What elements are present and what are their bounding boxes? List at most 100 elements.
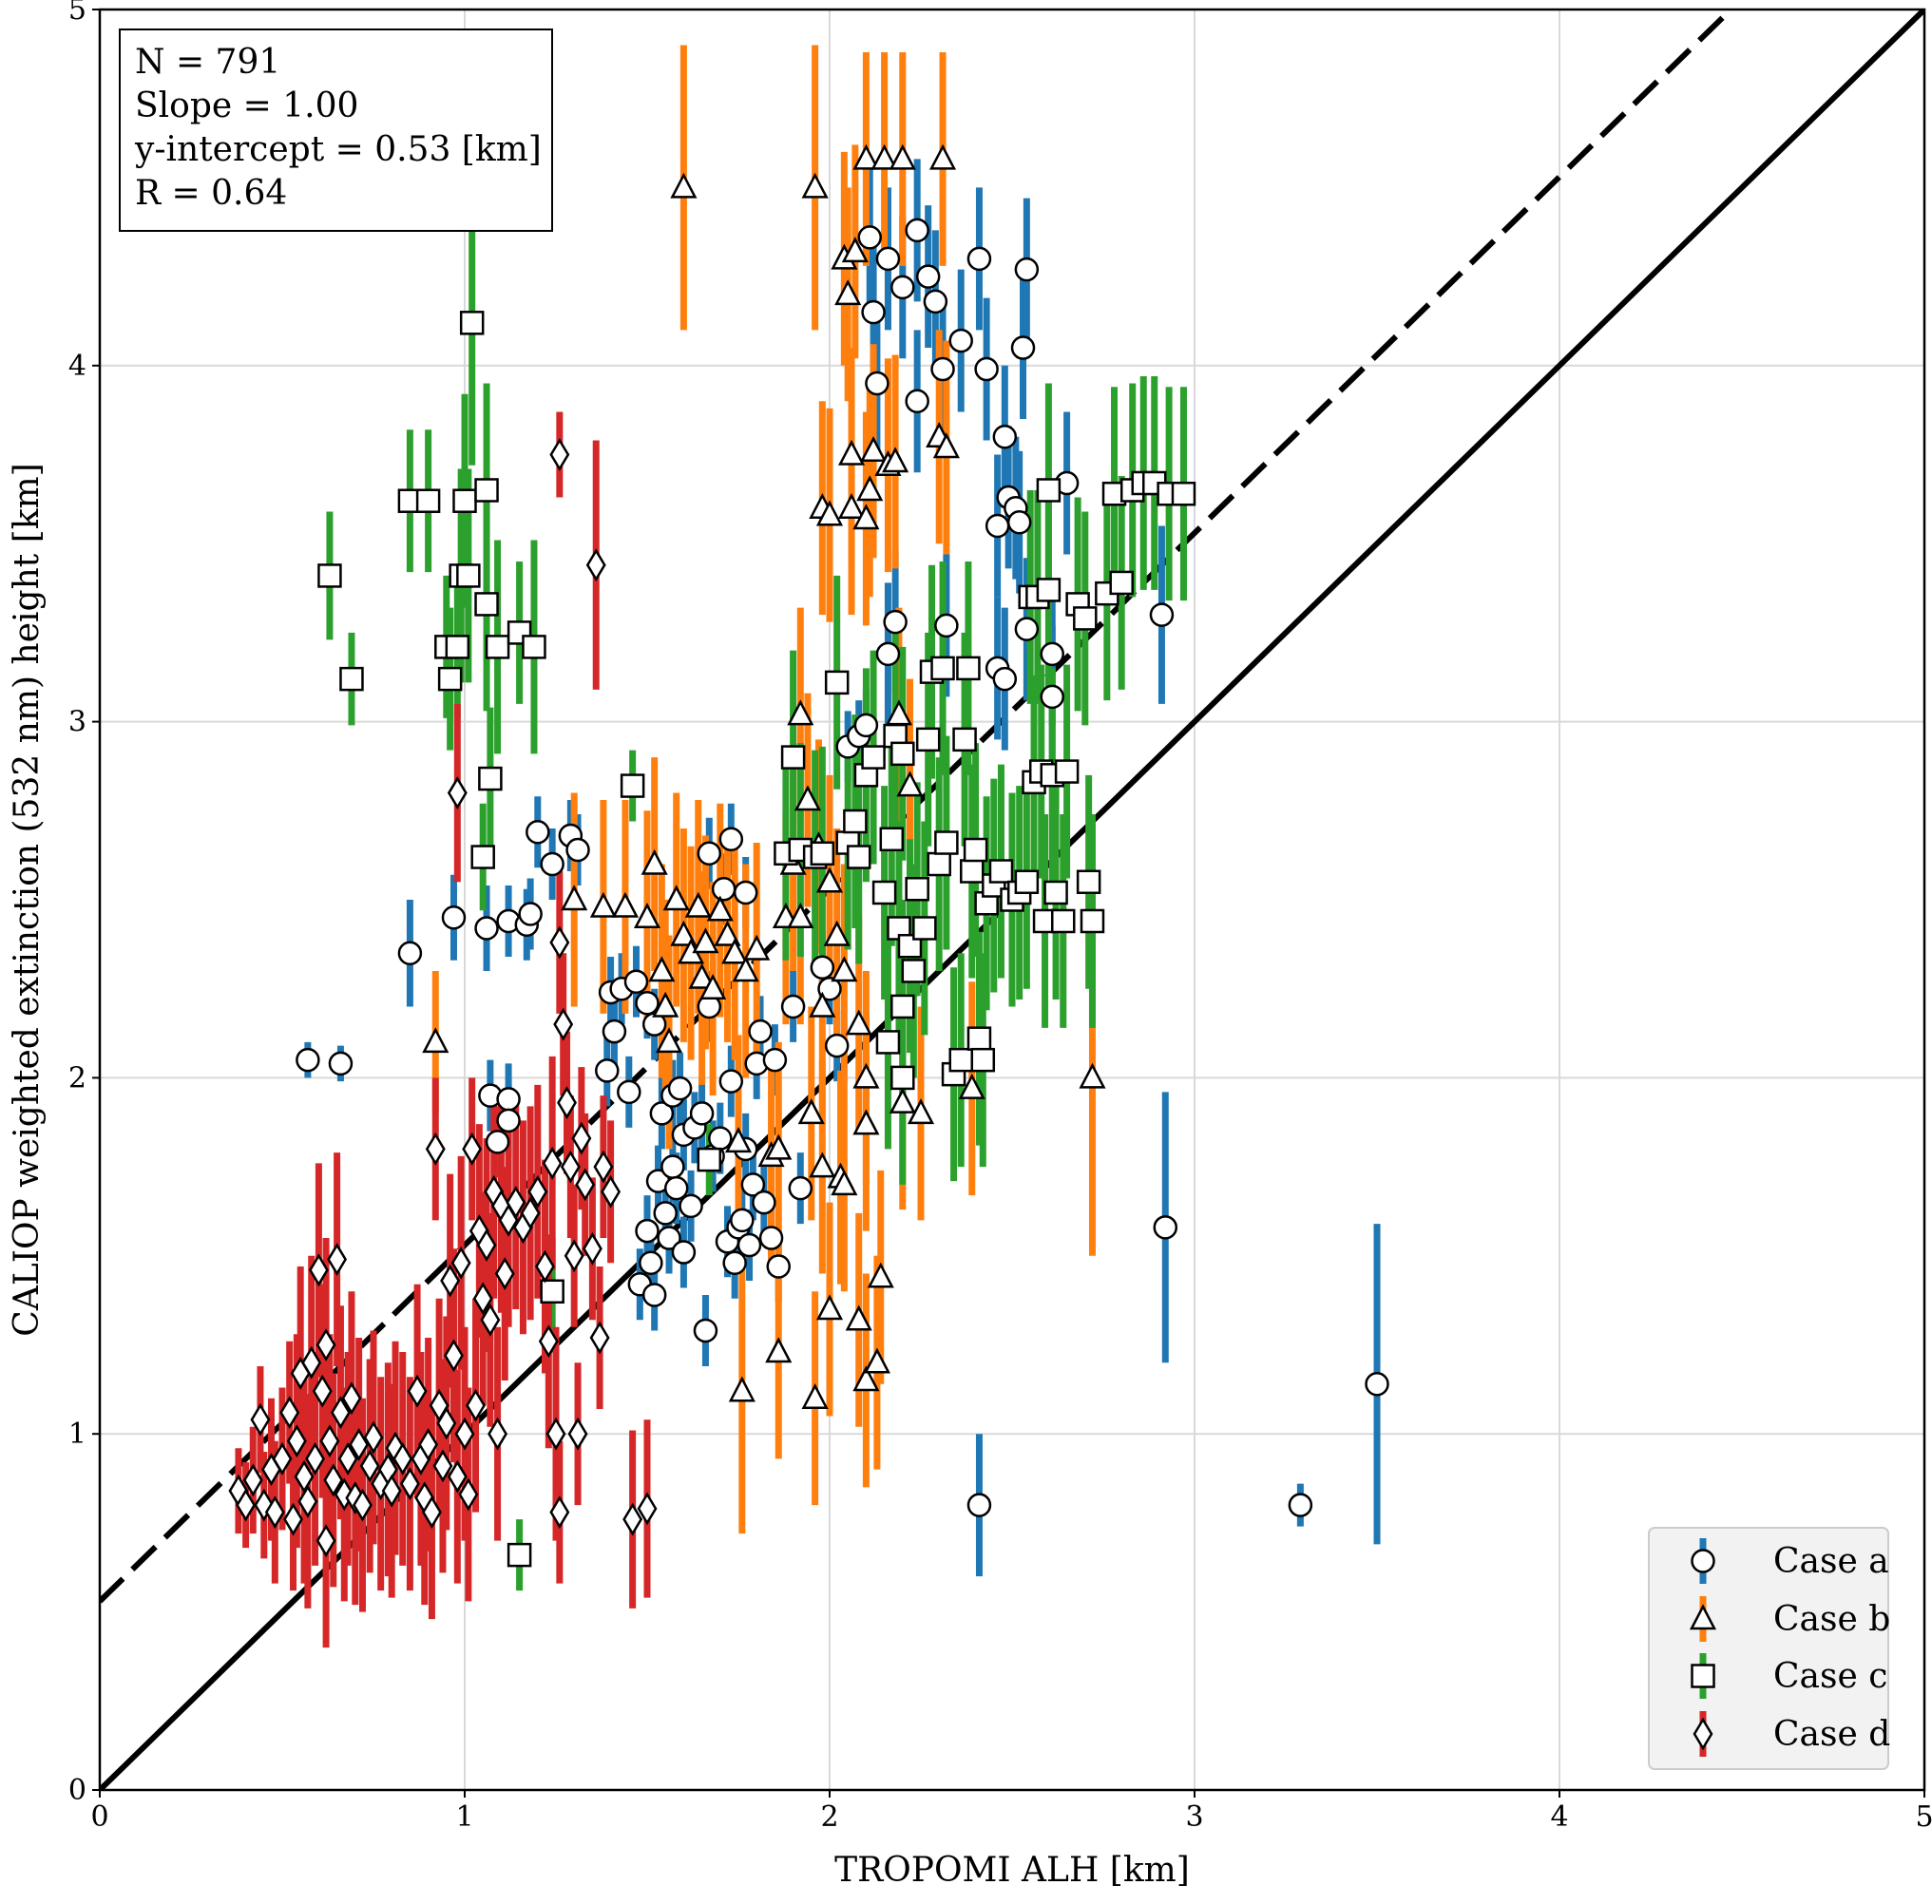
case-b-point bbox=[882, 447, 909, 473]
case-d-point bbox=[542, 1146, 563, 1180]
legend-marker-case-a bbox=[1691, 1549, 1715, 1573]
case-d-point bbox=[593, 1150, 614, 1184]
case-c-point bbox=[1051, 908, 1076, 934]
case-b-point bbox=[787, 699, 814, 726]
legend-label-case-d: Case d bbox=[1773, 1715, 1890, 1754]
case-a-point bbox=[1288, 1493, 1313, 1517]
case-a-point bbox=[736, 1232, 762, 1258]
case-a-point bbox=[930, 356, 955, 382]
case-c-point bbox=[339, 666, 364, 692]
case-b-point bbox=[662, 885, 690, 911]
case-d-point bbox=[545, 1417, 566, 1451]
case-a-point bbox=[708, 1126, 733, 1151]
case-a-point bbox=[496, 1108, 521, 1133]
case-d-point bbox=[301, 1345, 322, 1380]
case-a-point bbox=[565, 837, 590, 863]
case-d-point bbox=[319, 1424, 340, 1458]
case-b-point bbox=[670, 920, 698, 946]
case-c-point bbox=[905, 877, 929, 902]
case-d-point bbox=[564, 1239, 584, 1273]
case-c-point bbox=[879, 827, 905, 852]
case-c-point bbox=[956, 656, 981, 681]
case-d-point bbox=[447, 776, 468, 809]
case-a-point bbox=[496, 1087, 521, 1112]
case-a-point bbox=[923, 289, 948, 314]
case-a-point bbox=[602, 1019, 627, 1044]
case-b-point bbox=[809, 1152, 836, 1178]
case-c-point bbox=[1043, 880, 1068, 905]
x-tick-label: 5 bbox=[1915, 1800, 1932, 1834]
case-c-point bbox=[901, 959, 927, 983]
case-d-point bbox=[272, 1442, 293, 1476]
case-c-point bbox=[952, 727, 977, 752]
case-a-point bbox=[635, 1218, 660, 1244]
case-d-point bbox=[444, 1339, 464, 1373]
y-tick-label: 0 bbox=[68, 1774, 86, 1807]
case-a-point bbox=[518, 902, 543, 926]
case-d-point bbox=[363, 1420, 384, 1455]
case-d-point bbox=[527, 1174, 548, 1209]
case-a-point bbox=[865, 371, 889, 396]
case-d-point bbox=[264, 1495, 285, 1530]
case-c-point bbox=[540, 1279, 564, 1304]
case-c-point bbox=[317, 563, 342, 588]
case-a-point bbox=[617, 1079, 641, 1105]
case-b-point bbox=[823, 920, 851, 946]
case-c-point bbox=[474, 478, 499, 503]
case-b-point bbox=[870, 143, 898, 170]
case-b-point bbox=[831, 1170, 858, 1196]
case-a-point bbox=[1014, 257, 1040, 282]
case-d-point bbox=[432, 1449, 453, 1483]
case-c-point bbox=[697, 1147, 722, 1172]
case-a-point bbox=[595, 1058, 620, 1083]
case-a-point bbox=[722, 1250, 747, 1276]
case-d-point bbox=[560, 1150, 581, 1184]
case-d-point bbox=[494, 1257, 515, 1290]
case-d-point bbox=[312, 1374, 333, 1408]
case-b-point bbox=[958, 1073, 985, 1099]
legend-marker-case-c bbox=[1691, 1664, 1715, 1688]
case-a-point bbox=[718, 1069, 744, 1094]
case-a-point bbox=[966, 246, 992, 272]
case-c-point bbox=[1036, 578, 1062, 602]
case-d-point bbox=[601, 1174, 622, 1209]
case-c-point bbox=[1073, 606, 1098, 631]
case-a-point bbox=[890, 275, 915, 300]
case-b-point bbox=[896, 771, 924, 797]
case-d-point bbox=[421, 1495, 442, 1530]
case-b-point bbox=[860, 436, 888, 463]
case-c-point bbox=[963, 837, 988, 863]
case-d-point bbox=[330, 1396, 351, 1430]
case-c-point bbox=[861, 745, 886, 770]
stats-r: R = 0.64 bbox=[135, 174, 287, 213]
case-c-point bbox=[470, 845, 495, 869]
case-d-point bbox=[557, 1086, 577, 1120]
case-c-point bbox=[890, 994, 915, 1019]
case-b-point bbox=[721, 938, 749, 964]
case-a-point bbox=[875, 641, 901, 667]
case-c-point bbox=[437, 666, 463, 692]
case-c-point bbox=[966, 1026, 992, 1051]
case-a-point bbox=[948, 328, 973, 353]
case-b-point bbox=[831, 956, 858, 982]
case-d-point bbox=[440, 1264, 461, 1298]
case-a-point bbox=[966, 1493, 992, 1517]
case-c-point bbox=[1014, 869, 1040, 895]
case-d-point bbox=[297, 1484, 318, 1518]
stats-slope: Slope = 1.00 bbox=[135, 86, 358, 125]
case-c-point bbox=[930, 656, 955, 681]
case-a-point bbox=[653, 1201, 678, 1226]
case-d-point bbox=[425, 1132, 446, 1166]
case-c-point bbox=[780, 745, 806, 770]
case-c-point bbox=[988, 859, 1014, 884]
fit-line-dashed bbox=[100, 10, 1735, 1604]
case-d-point bbox=[549, 1495, 570, 1530]
case-b-point bbox=[724, 1127, 753, 1153]
case-d-point bbox=[242, 1463, 263, 1497]
case-a-point bbox=[639, 1250, 663, 1276]
case-b-point bbox=[845, 1009, 872, 1036]
case-b-point bbox=[561, 885, 588, 911]
stats-box: N = 791 Slope = 1.00 y-intercept = 0.53 … bbox=[119, 29, 553, 232]
stats-box-frame bbox=[119, 29, 553, 232]
case-b-point bbox=[852, 1109, 880, 1135]
